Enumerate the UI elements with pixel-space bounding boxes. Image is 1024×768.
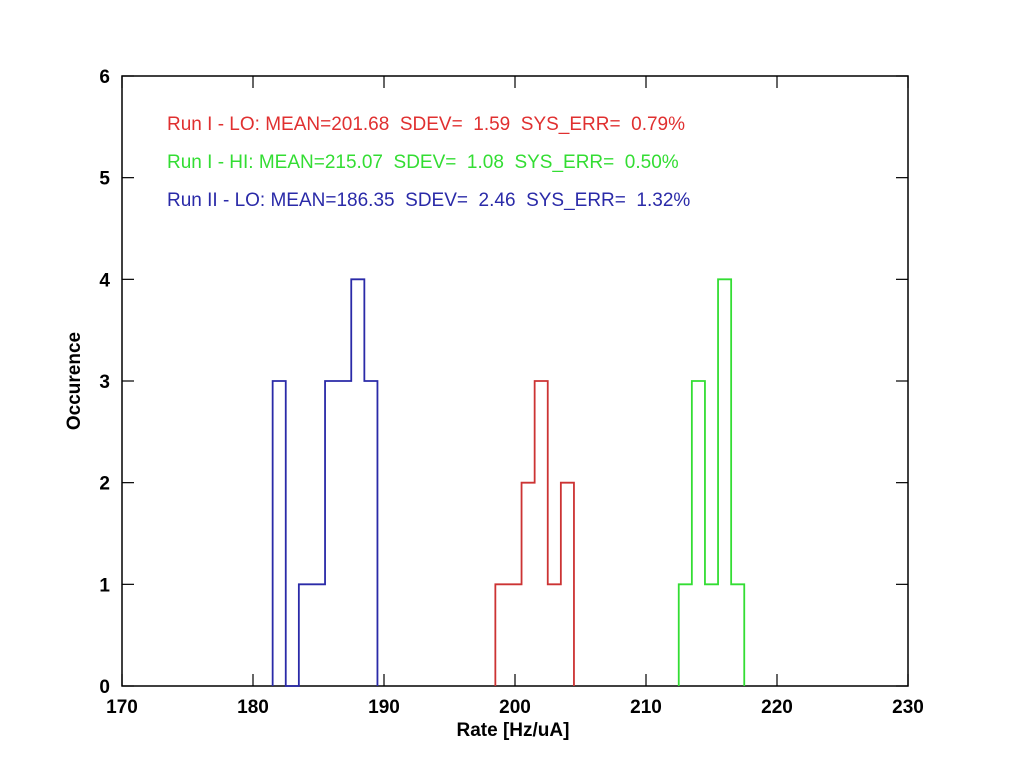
x-tick-label: 220 (761, 697, 793, 718)
x-tick-label: 180 (237, 697, 269, 718)
histogram-series-3 (677, 278, 746, 686)
y-axis-ticks: 0 1 2 3 4 5 6 (99, 67, 908, 698)
stats-annotation-3: Run II - LO: MEAN=186.35 SDEV= 2.46 SYS_… (167, 190, 690, 211)
legend-annotations: Run I - LO: MEAN=201.68 SDEV= 1.59 SYS_E… (167, 114, 690, 211)
stats-annotation-2: Run I - HI: MEAN=215.07 SDEV= 1.08 SYS_E… (167, 152, 679, 173)
x-axis-title: Rate [Hz/uA] (457, 720, 570, 741)
x-tick-label: 200 (499, 697, 531, 718)
y-tick-label: 5 (99, 169, 110, 190)
x-axis-ticks: 170 180 190 200 210 220 230 (106, 76, 924, 718)
y-tick-label: 1 (99, 575, 110, 596)
stats-annotation-1: Run I - LO: MEAN=201.68 SDEV= 1.59 SYS_E… (167, 114, 685, 135)
x-tick-label: 230 (892, 697, 924, 718)
y-tick-label: 0 (99, 677, 110, 698)
histogram-series (271, 278, 746, 687)
histogram-series-2 (494, 380, 575, 686)
y-tick-label: 4 (99, 270, 110, 291)
y-tick-label: 6 (99, 67, 110, 88)
x-tick-label: 190 (368, 697, 400, 718)
y-tick-label: 3 (99, 372, 110, 393)
y-tick-label: 2 (99, 474, 110, 495)
x-tick-label: 210 (630, 697, 662, 718)
x-tick-label: 170 (106, 697, 138, 718)
y-axis-title: Occurence (64, 332, 85, 430)
histogram-series-1 (271, 278, 379, 687)
